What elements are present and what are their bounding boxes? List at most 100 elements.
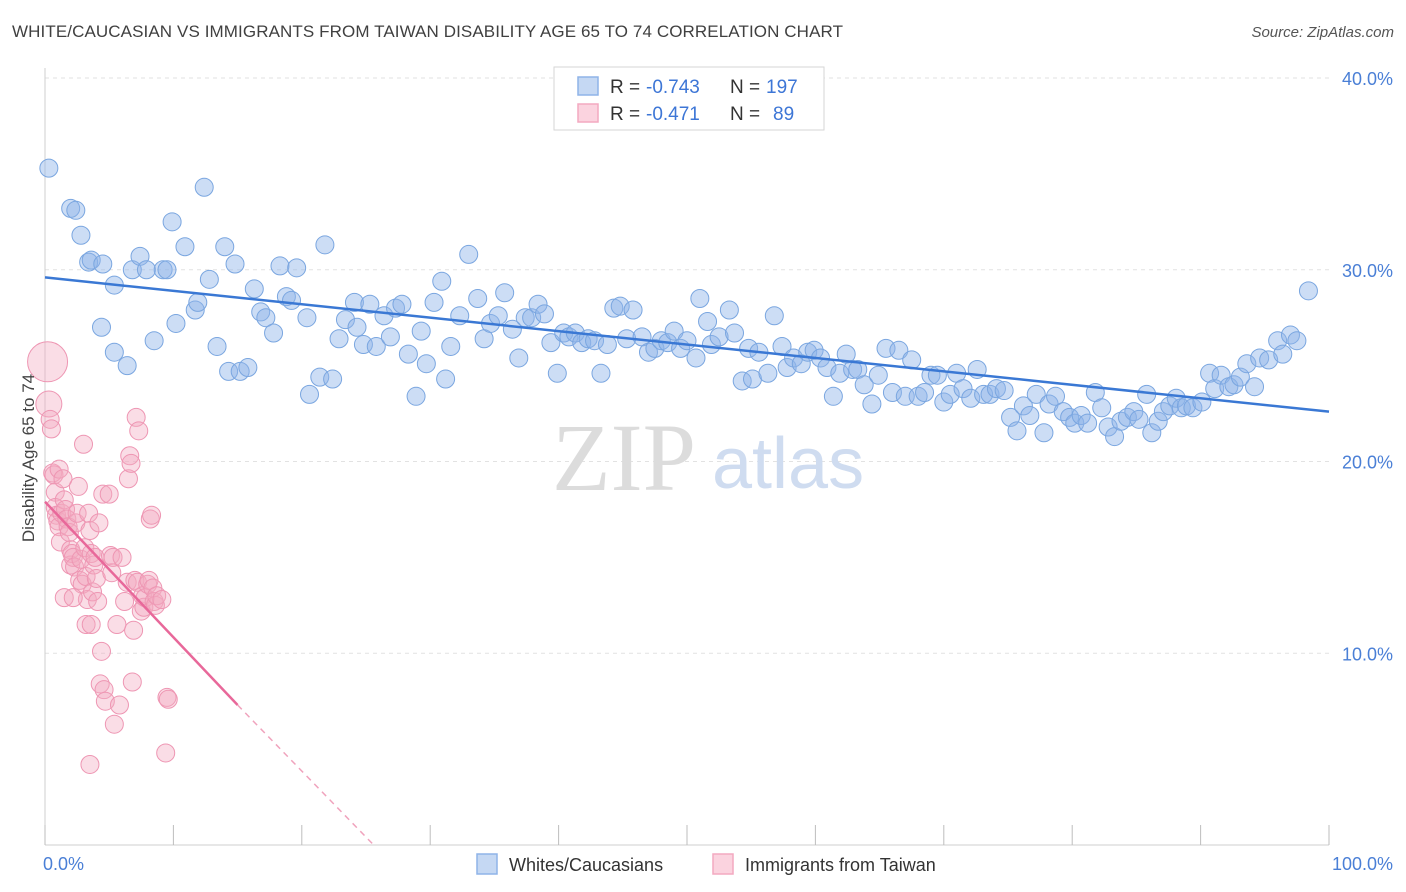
whites-point-112 — [784, 348, 804, 368]
taiwan-point-53 — [104, 714, 124, 734]
y-tick-label-0: 10.0% — [1342, 644, 1393, 664]
whites-point-23 — [199, 269, 219, 289]
whites-point-57 — [416, 354, 436, 374]
whites-point-127 — [882, 382, 902, 402]
whites-point-37 — [287, 258, 307, 278]
whites-point-22 — [194, 177, 214, 197]
whites-point-149 — [1026, 384, 1046, 404]
whites-point-75 — [541, 333, 561, 353]
whites-point-19 — [175, 237, 195, 257]
whites-point-38 — [297, 308, 317, 328]
taiwan-point-54 — [107, 614, 127, 634]
legend-n-value-whites: 197 — [766, 77, 798, 98]
x-tick-labels: 0.0% 100.0% — [43, 854, 1393, 874]
whites-point-180 — [1224, 375, 1244, 395]
whites-point-25 — [215, 237, 235, 257]
taiwan-point-56 — [112, 547, 132, 567]
whites-point-132 — [915, 382, 935, 402]
legend-n-label-whites: N = — [730, 77, 760, 98]
whites-point-84 — [597, 335, 617, 355]
whites-point-4 — [79, 252, 99, 272]
whites-point-159 — [1092, 398, 1112, 418]
whites-point-56 — [411, 321, 431, 341]
chart-title: WHITE/CAUCASIAN VS IMMIGRANTS FROM TAIWA… — [12, 22, 844, 41]
y-tick-label-2: 30.0% — [1342, 261, 1393, 281]
bottom-legend-label-whites: Whites/Caucasians — [509, 855, 663, 875]
legend-r-value-taiwan: -0.471 — [646, 104, 700, 125]
whites-point-43 — [329, 329, 349, 349]
taiwan-point-27 — [68, 476, 88, 496]
whites-point-36 — [282, 290, 302, 310]
whites-point-115 — [804, 340, 824, 360]
y-tick-label-3: 40.0% — [1342, 69, 1393, 89]
whites-point-111 — [777, 358, 797, 378]
whites-point-176 — [1200, 363, 1220, 383]
whites-point-91 — [645, 338, 665, 358]
whites-point-190 — [1298, 281, 1318, 301]
taiwan-point-59 — [118, 469, 138, 489]
whites-point-21 — [188, 292, 208, 312]
whites-point-54 — [398, 344, 418, 364]
x-tick-label-1: 100.0% — [1332, 854, 1393, 874]
trend-lines — [44, 276, 1330, 846]
taiwan-point-67 — [129, 421, 149, 441]
watermark: ZIP atlas — [552, 404, 864, 511]
whites-point-17 — [162, 212, 182, 232]
whites-point-24 — [207, 336, 227, 356]
taiwan-point-26 — [67, 503, 87, 523]
taiwan-trend-line — [44, 500, 239, 706]
legend-r-value-whites: -0.743 — [646, 77, 700, 98]
taiwan-point-87 — [80, 754, 100, 774]
whites-point-144 — [994, 381, 1014, 401]
series-legend: Whites/Caucasians Immigrants from Taiwan — [476, 853, 936, 875]
whites-point-148 — [1020, 405, 1040, 425]
whites-point-143 — [986, 379, 1006, 399]
whites-point-150 — [1034, 423, 1054, 443]
whites-point-125 — [868, 365, 888, 385]
whites-point-9 — [104, 342, 124, 362]
whites-point-86 — [610, 296, 630, 316]
whites-point-141 — [974, 384, 994, 404]
whites-point-121 — [843, 359, 863, 379]
whites-point-139 — [961, 388, 981, 408]
whites-point-182 — [1237, 354, 1257, 374]
whites-point-42 — [323, 369, 343, 389]
whites-point-31 — [251, 302, 271, 322]
taiwan-point-43 — [89, 513, 109, 533]
whites-point-165 — [1129, 409, 1149, 429]
whites-point-118 — [823, 386, 843, 406]
x-tick-label-0: 0.0% — [43, 854, 84, 874]
whites-point-73 — [528, 294, 548, 314]
taiwan-point-35 — [79, 503, 99, 523]
taiwan-point-14 — [53, 469, 73, 489]
whites-point-39 — [300, 384, 320, 404]
whites-point-152 — [1046, 386, 1066, 406]
whites-point-67 — [488, 306, 508, 326]
taiwan-point-57 — [115, 591, 135, 611]
taiwan-point-45 — [91, 641, 111, 661]
whites-point-33 — [264, 323, 284, 343]
whites-point-48 — [360, 294, 380, 314]
whites-point-94 — [664, 321, 684, 341]
legend-swatch-taiwan — [577, 103, 599, 123]
whites-point-0 — [39, 158, 59, 178]
whites-point-34 — [270, 256, 290, 276]
legend-r-label-taiwan: R = — [610, 104, 640, 125]
taiwan-point-84 — [76, 614, 96, 634]
whites-point-68 — [495, 283, 515, 303]
whites-point-44 — [335, 310, 355, 330]
series-taiwan-points — [27, 341, 178, 774]
taiwan-point-62 — [122, 672, 142, 692]
whites-point-13 — [136, 260, 156, 280]
taiwan-point-58 — [117, 572, 137, 592]
whites-point-108 — [758, 363, 778, 383]
legend-swatch-whites — [577, 76, 599, 96]
y-tick-labels: 10.0% 20.0% 30.0% 40.0% — [1342, 69, 1393, 664]
whites-point-175 — [1192, 392, 1212, 412]
whites-point-109 — [764, 306, 784, 326]
taiwan-point-1 — [35, 390, 63, 418]
whites-point-83 — [591, 363, 611, 383]
taiwan-point-31 — [74, 434, 94, 454]
whites-point-32 — [256, 308, 276, 328]
